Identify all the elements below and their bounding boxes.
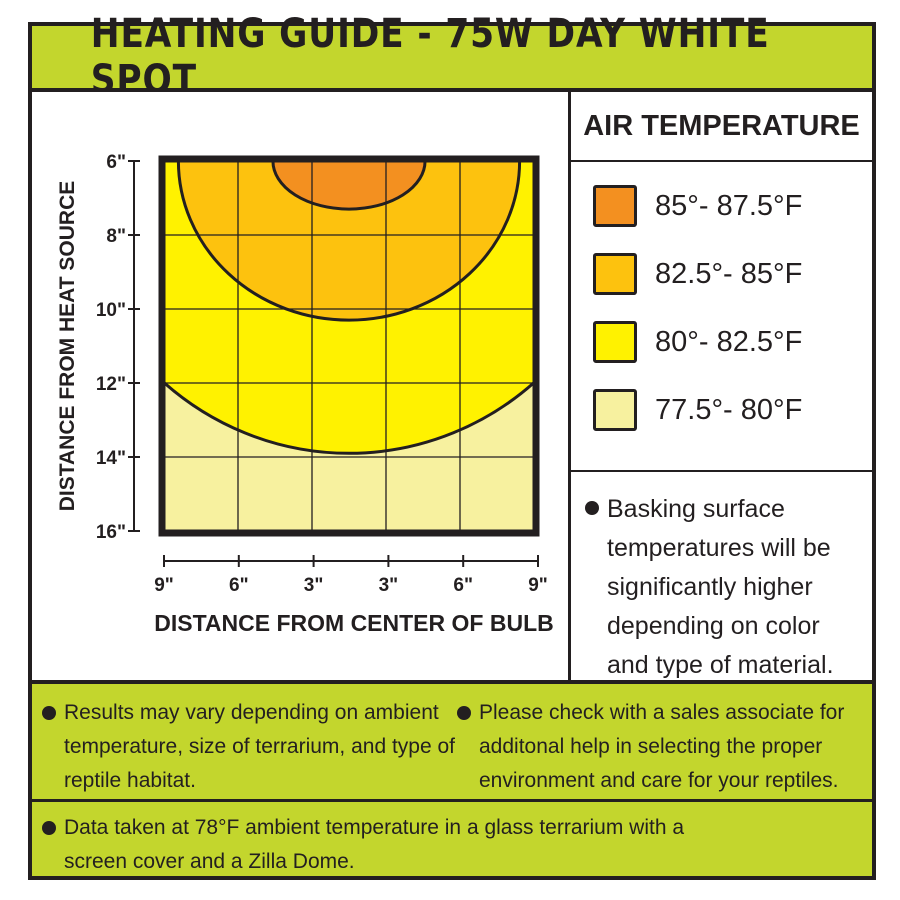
temperature-zone — [271, 161, 427, 211]
y-axis-label: DISTANCE FROM HEAT SOURCE — [56, 181, 79, 512]
x-axis-label: DISTANCE FROM CENTER OF BULB — [154, 610, 554, 636]
legend-swatch — [593, 185, 637, 227]
legend-swatch — [593, 321, 637, 363]
footnotes-row: Results may vary depending on ambient te… — [32, 688, 872, 802]
heat-chart: 6" 8" 10" 12" 14" 16" DISTANCE FROM HEAT SOURC… — [56, 152, 554, 636]
y-tick-label: 6" — [106, 152, 126, 173]
legend-label: 77.5°- 80°F — [655, 393, 803, 426]
y-tick-label: 12" — [96, 374, 126, 395]
basking-note-text: Basking surface temperatures will be sig… — [607, 495, 834, 679]
footnote-text: Please check with a sales associate for … — [479, 701, 845, 792]
legend-label: 85°- 87.5°F — [655, 189, 803, 222]
legend-item: 80°- 82.5°F — [571, 308, 872, 376]
legend-item: 82.5°- 85°F — [571, 240, 872, 308]
page-title: HEATING GUIDE - 75W DAY WHITE SPOT — [90, 11, 770, 103]
footnote: Results may vary depending on ambient te… — [42, 696, 457, 799]
y-tick-label: 8" — [106, 226, 126, 247]
x-tick-label: 6" — [229, 575, 249, 596]
plot-border — [158, 155, 540, 537]
x-tick-label: 3" — [379, 575, 399, 596]
legend-label: 82.5°- 85°F — [655, 257, 803, 290]
y-tick-label: 14" — [96, 448, 126, 469]
footnote: Please check with a sales associate for … — [457, 696, 872, 799]
bullet-icon — [585, 501, 599, 515]
x-tick-label: 9" — [528, 575, 548, 596]
legend-item: 77.5°- 80°F — [571, 376, 872, 444]
legend-item: 85°- 87.5°F — [571, 172, 872, 240]
legend-title: AIR TEMPERATURE — [571, 92, 872, 162]
bullet-icon — [42, 821, 56, 835]
legend-swatch — [593, 389, 637, 431]
x-tick-label: 9" — [154, 575, 174, 596]
footnote-text: Results may vary depending on ambient te… — [64, 701, 456, 792]
footnote-text: Data taken at 78°F ambient temperature i… — [64, 816, 685, 873]
legend-panel: AIR TEMPERATURE 85°- 87.5°F 82.5°- 85°F … — [568, 92, 872, 680]
legend-label: 80°- 82.5°F — [655, 325, 803, 358]
bullet-icon — [457, 706, 471, 720]
legend-swatch — [593, 253, 637, 295]
y-tick-label: 10" — [96, 300, 126, 321]
footnote-data: Data taken at 78°F ambient temperature i… — [32, 805, 872, 879]
temperature-zone — [176, 161, 522, 322]
bullet-icon — [42, 706, 56, 720]
main-panel: 6" 8" 10" 12" 14" 16" DISTANCE FROM HEAT SOURC… — [32, 88, 872, 684]
heating-guide: HEATING GUIDE - 75W DAY WHITE SPOT 6" 8" 1… — [28, 11, 876, 880]
y-tick-label: 16" — [96, 522, 126, 543]
x-tick-label: 3" — [304, 575, 324, 596]
x-tick-label: 6" — [453, 575, 473, 596]
basking-note: Basking surface temperatures will be sig… — [571, 472, 872, 685]
